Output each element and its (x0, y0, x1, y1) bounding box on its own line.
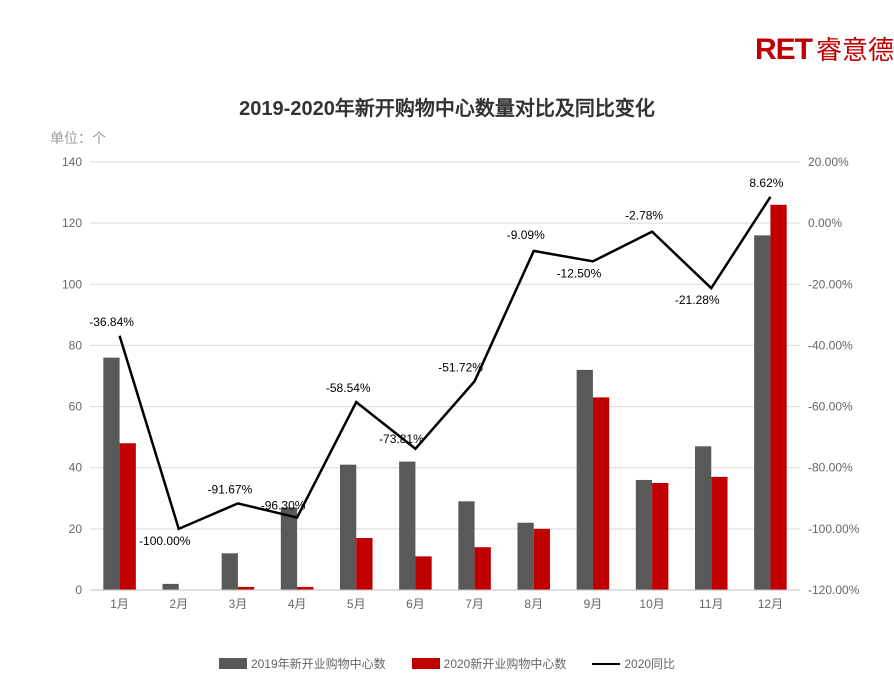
legend-label: 2019年新开业购物中心数 (251, 655, 386, 672)
svg-text:3月: 3月 (229, 597, 248, 611)
legend-label: 2020新开业购物中心数 (444, 655, 567, 672)
svg-text:20.00%: 20.00% (808, 155, 849, 169)
legend-label: 2020同比 (624, 655, 675, 672)
svg-text:-100.00%: -100.00% (808, 522, 860, 536)
svg-text:-21.28%: -21.28% (675, 293, 720, 307)
svg-text:40: 40 (69, 461, 83, 475)
svg-text:-80.00%: -80.00% (808, 461, 853, 475)
legend-swatch (219, 658, 247, 669)
brand-logo: RET睿意德 (755, 30, 894, 67)
svg-text:0.00%: 0.00% (808, 216, 842, 230)
svg-text:60: 60 (69, 400, 83, 414)
legend-swatch (412, 658, 440, 669)
svg-text:6月: 6月 (406, 597, 425, 611)
svg-text:-20.00%: -20.00% (808, 277, 853, 291)
svg-text:-51.72%: -51.72% (438, 360, 483, 374)
logo-cn: 睿意德 (816, 35, 894, 65)
svg-text:140: 140 (62, 155, 82, 169)
svg-text:120: 120 (62, 216, 82, 230)
svg-text:1月: 1月 (110, 597, 129, 611)
svg-text:-2.78%: -2.78% (625, 209, 663, 223)
svg-text:20: 20 (69, 522, 83, 536)
svg-text:-40.00%: -40.00% (808, 338, 853, 352)
unit-label: 单位：个 (50, 128, 106, 148)
svg-text:2月: 2月 (169, 597, 188, 611)
svg-text:-73.81%: -73.81% (379, 432, 424, 446)
svg-text:-12.50%: -12.50% (557, 266, 602, 280)
svg-text:8月: 8月 (524, 597, 543, 611)
svg-text:10月: 10月 (639, 597, 664, 611)
legend-line (592, 663, 620, 665)
svg-text:-91.67%: -91.67% (208, 482, 253, 496)
legend-item-yoy: 2020同比 (592, 655, 675, 672)
svg-text:-100.00%: -100.00% (139, 534, 191, 548)
svg-text:9月: 9月 (584, 597, 603, 611)
svg-text:7月: 7月 (465, 597, 484, 611)
combo-chart: 0 20 40 60 80 100 120 140 -120.00% -100.00% -80.00… (50, 150, 860, 620)
svg-text:12月: 12月 (758, 597, 783, 611)
svg-text:-120.00%: -120.00% (808, 583, 860, 597)
svg-text:-36.84%: -36.84% (89, 315, 134, 329)
logo-ret: RET (755, 33, 812, 66)
svg-text:-60.00%: -60.00% (808, 400, 853, 414)
svg-text:11月: 11月 (699, 597, 723, 611)
legend-item-2020: 2020新开业购物中心数 (412, 655, 567, 672)
legend: 2019年新开业购物中心数 2020新开业购物中心数 2020同比 (0, 655, 894, 672)
chart-title: 2019-2020年新开购物中心数量对比及同比变化 (0, 92, 894, 121)
svg-text:-9.09%: -9.09% (507, 228, 545, 242)
svg-text:-58.54%: -58.54% (326, 381, 371, 395)
legend-item-2019: 2019年新开业购物中心数 (219, 655, 386, 672)
svg-text:-96.30%: -96.30% (261, 499, 306, 513)
svg-text:100: 100 (62, 277, 82, 291)
svg-text:80: 80 (69, 338, 83, 352)
svg-text:5月: 5月 (347, 597, 366, 611)
svg-text:8.62%: 8.62% (749, 176, 783, 190)
svg-text:4月: 4月 (288, 597, 307, 611)
svg-text:0: 0 (75, 583, 82, 597)
